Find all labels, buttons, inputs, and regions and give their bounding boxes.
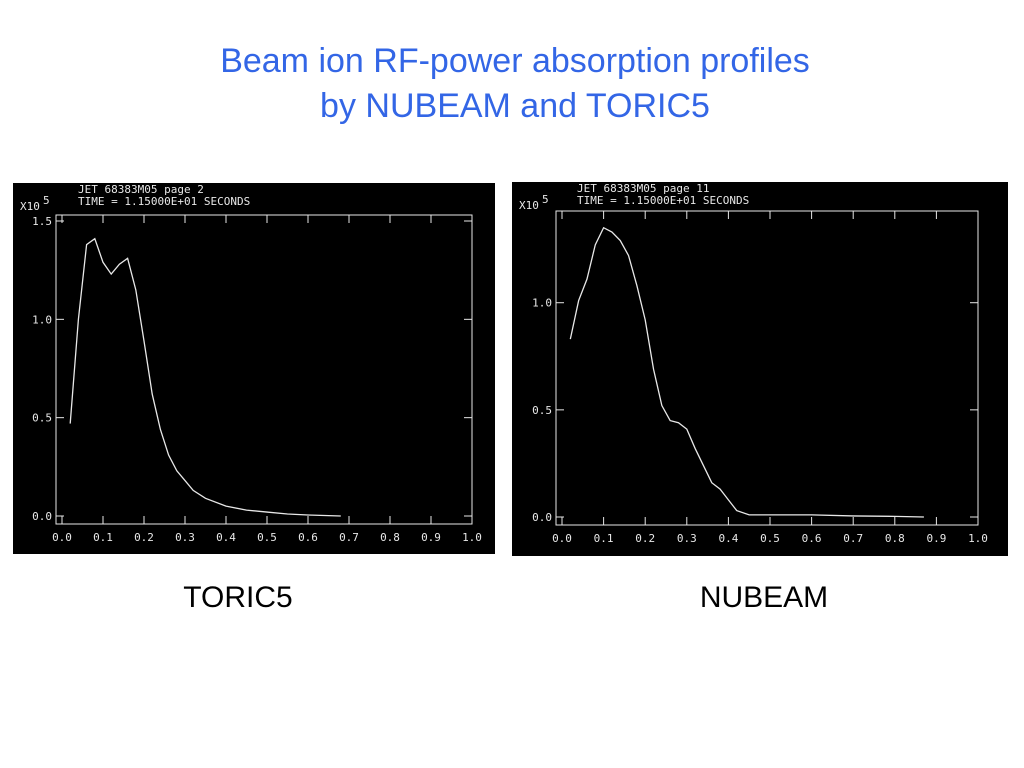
y-tick-label: 1.5 [32,215,52,228]
x-tick-label: 0.5 [760,532,780,545]
data-line [69,237,341,517]
plot-frame [55,214,473,525]
y-multiplier: X10 [20,200,40,213]
y-tick-label: 1.0 [532,297,552,310]
x-tick-label: 0.1 [93,531,113,544]
x-tick-label: 0.3 [175,531,195,544]
x-tick-label: 0.3 [677,532,697,545]
x-tick-label: 0.2 [635,532,655,545]
x-tick-label: 0.4 [718,532,738,545]
x-tick-label: 0.0 [552,532,572,545]
x-tick-label: 0.2 [134,531,154,544]
x-tick-label: 0.9 [926,532,946,545]
x-tick-label: 0.6 [802,532,822,545]
y-exponent: 5 [542,193,549,206]
y-tick-label: 0.0 [532,511,552,524]
x-tick-label: 0.8 [885,532,905,545]
x-tick-label: 0.5 [257,531,277,544]
x-tick-label: 0.6 [298,531,318,544]
y-tick-label: 0.5 [532,404,552,417]
x-tick-label: 1.0 [968,532,988,545]
x-tick-label: 1.0 [462,531,482,544]
data-line [569,226,924,518]
header-text: TIME = 1.15000E+01 SECONDS [78,195,250,208]
title-line: by NUBEAM and TORIC5 [320,87,710,125]
y-tick-label: 0.5 [32,412,52,425]
caption: NUBEAM [700,581,828,614]
y-exponent: 5 [43,194,50,207]
title-line: Beam ion RF-power absorption profiles [220,42,810,80]
x-tick-label: 0.9 [421,531,441,544]
panel [512,182,1008,556]
x-tick-label: 0.7 [843,532,863,545]
x-tick-label: 0.4 [216,531,236,544]
plot-frame [555,210,979,526]
x-tick-label: 0.0 [52,531,72,544]
x-tick-label: 0.1 [594,532,614,545]
panel [13,183,495,554]
x-tick-label: 0.7 [339,531,359,544]
header-text: TIME = 1.15000E+01 SECONDS [577,194,749,207]
y-tick-label: 1.0 [32,313,52,326]
y-tick-label: 0.0 [32,510,52,523]
header-text: JET 68383M05 page 11 [577,182,709,195]
x-tick-label: 0.8 [380,531,400,544]
caption: TORIC5 [183,581,292,614]
y-multiplier: X10 [519,199,539,212]
header-text: JET 68383M05 page 2 [78,183,204,196]
